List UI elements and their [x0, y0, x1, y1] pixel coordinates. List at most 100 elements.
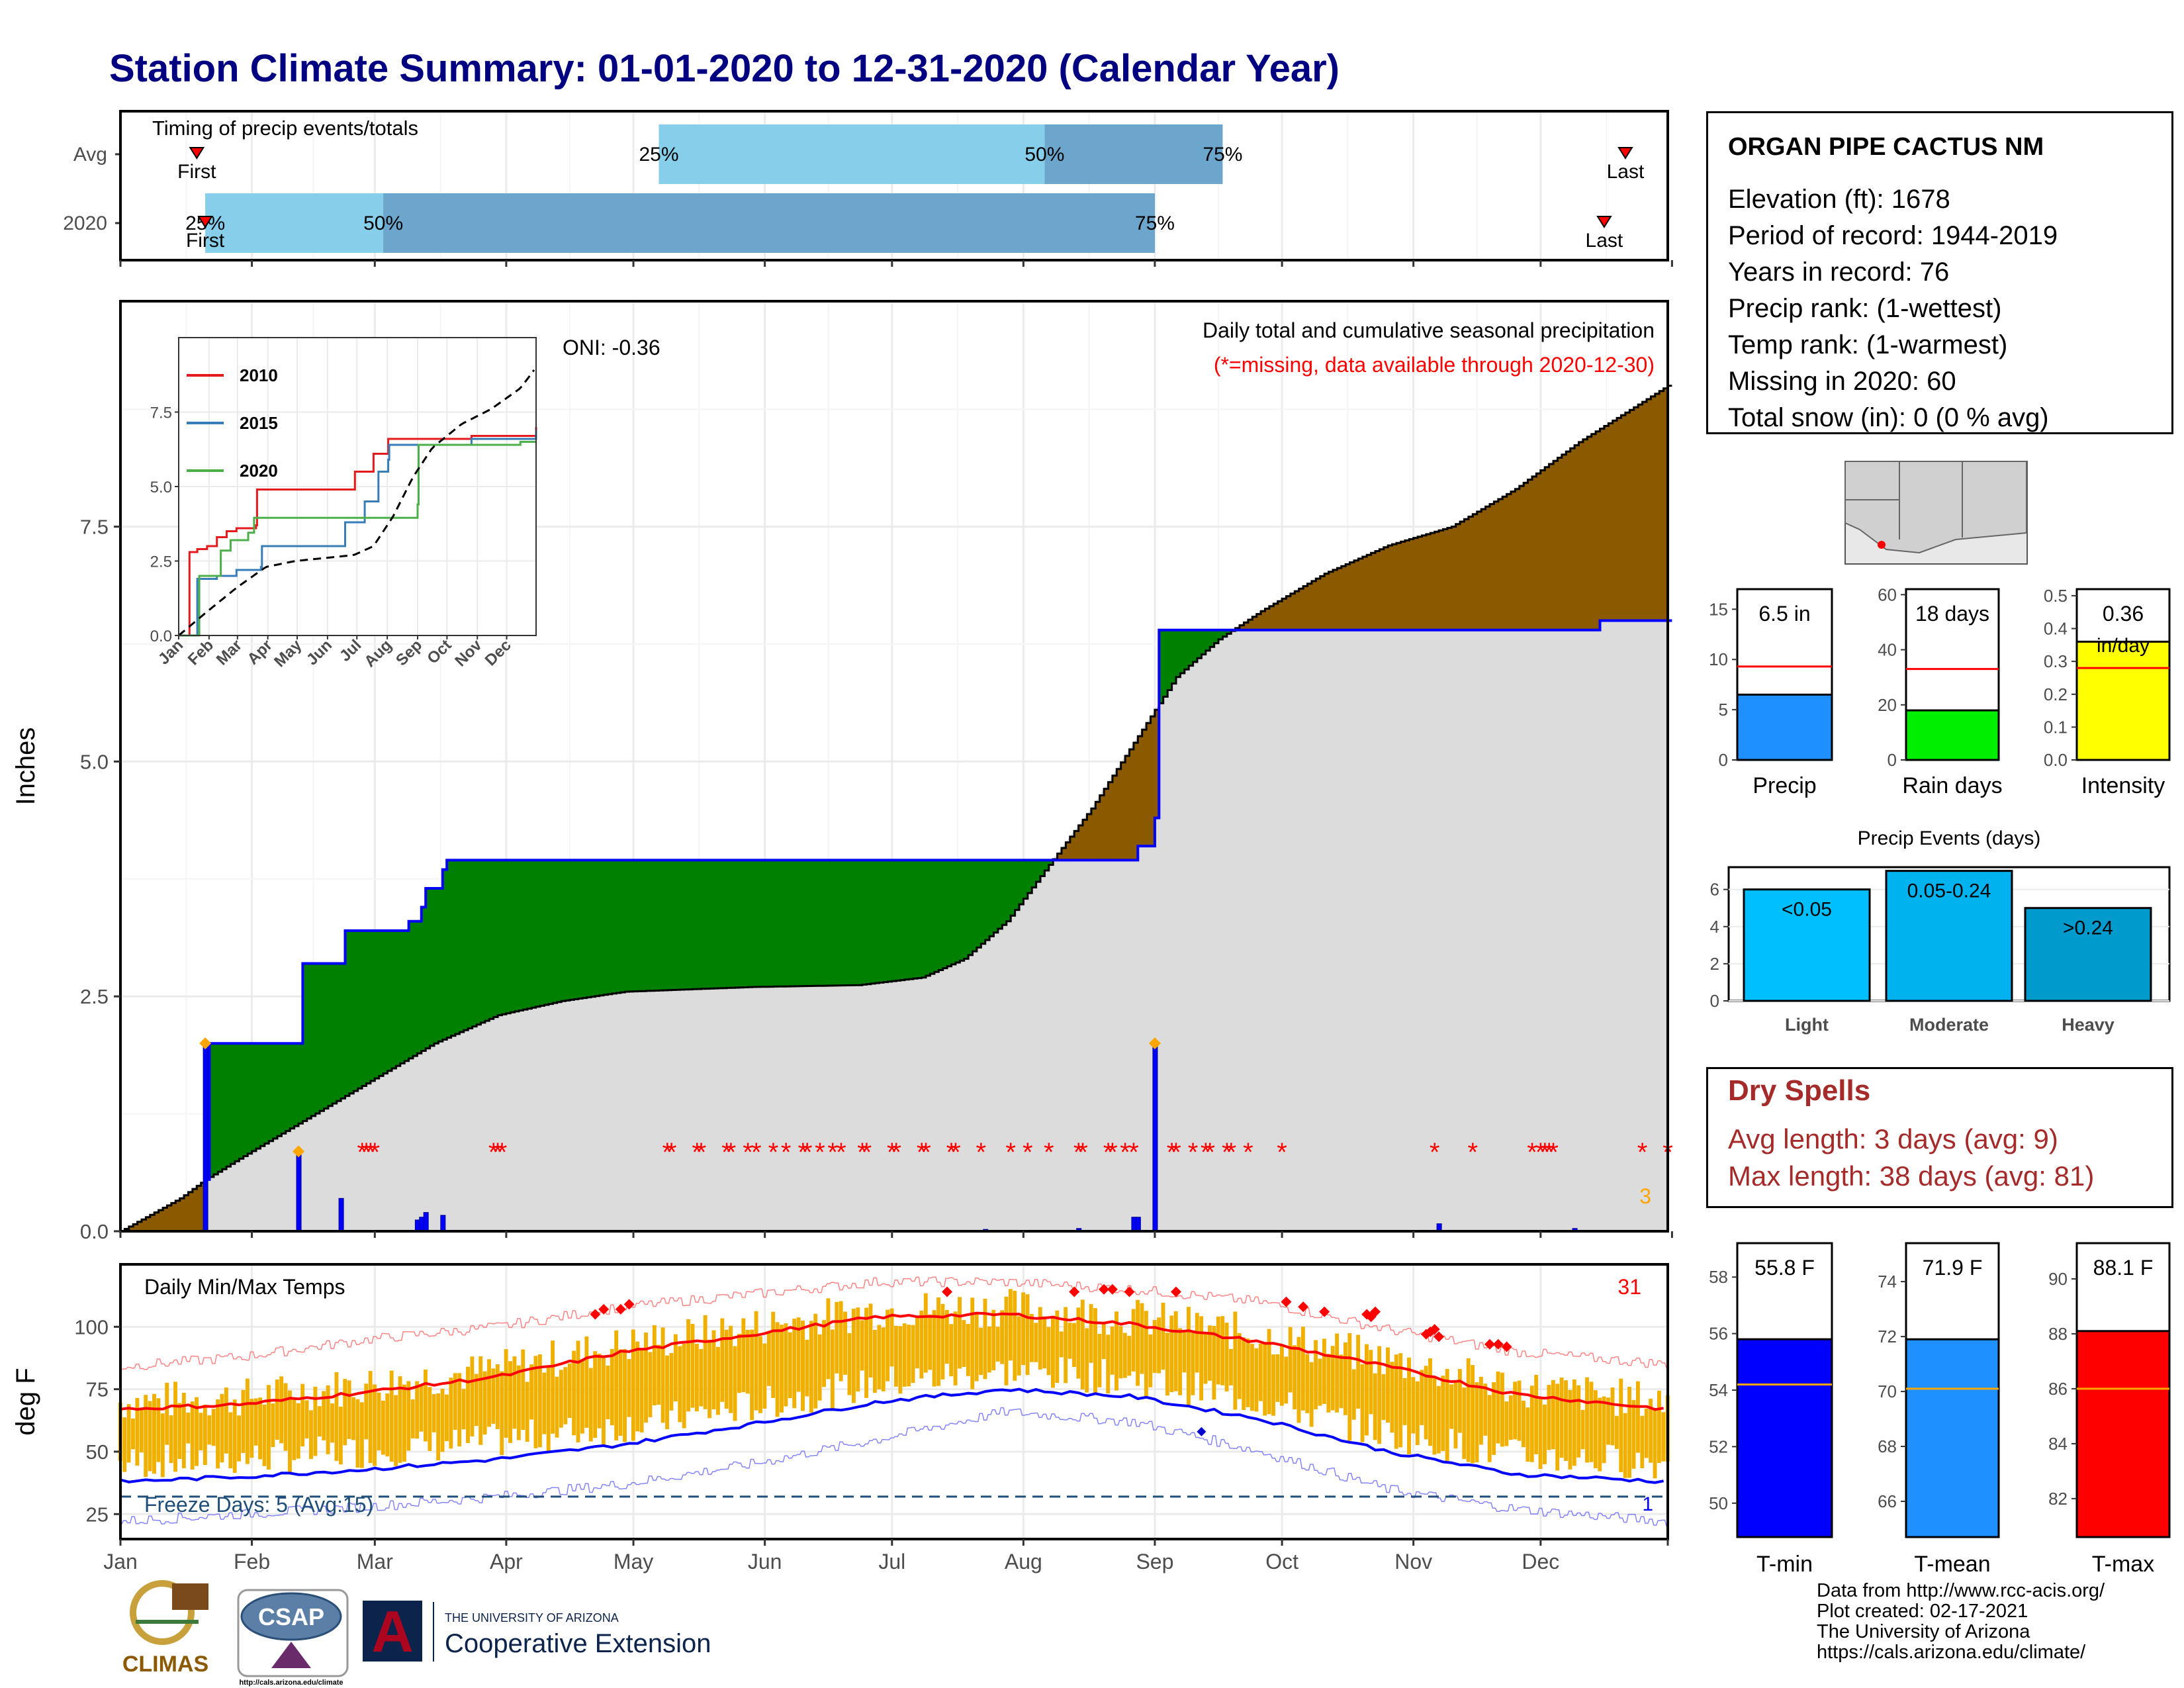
departure-segment [1464, 519, 1469, 630]
daily-temp-range-bar [1254, 1348, 1259, 1412]
daily-temp-range-bar [1492, 1382, 1496, 1455]
timing-p50-label: 50% [363, 212, 403, 234]
departure-segment [705, 860, 711, 989]
daily-temp-range-bar [1203, 1333, 1208, 1384]
departure-segment [1032, 860, 1037, 888]
daily-temp-range-bar [851, 1308, 856, 1403]
missing-day-marker: * [370, 1138, 381, 1167]
daily-temp-range-bar [326, 1385, 330, 1454]
departure-segment [1074, 831, 1079, 861]
departure-segment [993, 860, 999, 933]
departure-segment [858, 860, 863, 986]
summary-bar [2075, 640, 2171, 761]
daily-temp-range-bar [1339, 1354, 1343, 1409]
month-label: Jan [103, 1550, 138, 1573]
departure-segment [417, 921, 422, 1054]
missing-day-marker: * [1005, 1138, 1016, 1167]
departure-segment [175, 1200, 181, 1231]
daily-temp-range-bar [250, 1399, 254, 1458]
departure-segment [599, 860, 605, 996]
daily-temp-range-bar [1097, 1334, 1102, 1387]
departure-segment [968, 860, 974, 955]
csap-logo-text: CSAP [258, 1603, 324, 1630]
daily-temp-range-bar [563, 1367, 568, 1425]
departure-segment [1430, 533, 1435, 630]
departure-segment [412, 921, 418, 1056]
departure-segment [1002, 860, 1007, 925]
daily-temp-range-bar [1576, 1385, 1581, 1458]
departure-segment [1133, 743, 1139, 861]
departure-segment [1426, 534, 1432, 630]
departure-segment [1138, 736, 1143, 847]
departure-segment [370, 930, 376, 1081]
daily-temp-range-bar [1165, 1333, 1169, 1396]
departure-segment [1659, 391, 1664, 621]
departure-segment [1561, 454, 1567, 630]
departure-segment [1375, 551, 1381, 630]
daily-temp-range-bar [1093, 1308, 1097, 1393]
temperature-chart: Daily Min/Max Temps 31 Freeze Days: 5 (Avg… [11, 1263, 1670, 1573]
daily-temp-range-bar [1360, 1364, 1365, 1442]
daily-temp-range-bar [966, 1323, 970, 1376]
daily-temp-range-bar [1635, 1381, 1640, 1453]
departure-segment [1409, 539, 1414, 630]
departure-segment [671, 860, 676, 990]
daily-temp-range-bar [995, 1327, 1000, 1362]
daily-temp-range-bar [224, 1387, 228, 1454]
event-bar [1885, 870, 2013, 1002]
departure-segment [612, 860, 617, 994]
record-high-marker [1298, 1301, 1309, 1313]
daily-temp-range-bar [537, 1354, 542, 1448]
month-label: Sep [1136, 1550, 1173, 1573]
event-bar-label: <0.05 [1782, 899, 1832, 921]
normal-cumulative-line [120, 385, 1672, 1233]
departure-segment [480, 860, 486, 1023]
departure-segment [790, 860, 796, 986]
daily-temp-range-bar [1547, 1385, 1551, 1450]
record-high-marker [1124, 1286, 1135, 1297]
missing-day-marker: * [815, 1138, 825, 1167]
departure-segment [1040, 860, 1046, 876]
departure-segment [324, 963, 329, 1109]
y-tick-label: 75 [86, 1378, 109, 1401]
timing-title: Timing of precip events/totals [152, 117, 418, 140]
daily-temp-range-bar [1538, 1397, 1543, 1470]
month-label: May [614, 1550, 653, 1573]
departure-segment [273, 1043, 278, 1139]
departure-segment [557, 860, 562, 1002]
departure-segment [1087, 814, 1092, 861]
departure-segment [1510, 491, 1516, 630]
departure-segment [900, 860, 905, 980]
departure-segment [1353, 560, 1359, 630]
departure-segment [1205, 630, 1211, 651]
daily-temp-range-bar [1330, 1346, 1335, 1411]
daily-temp-range-bar [288, 1390, 292, 1472]
daily-temp-range-bar [1356, 1335, 1361, 1409]
departure-segment [1129, 749, 1134, 861]
ua-logo-small-text: THE UNIVERSITY OF ARIZONA [445, 1611, 619, 1624]
daily-temp-range-bar [648, 1352, 653, 1417]
departure-segment [1066, 842, 1071, 861]
departure-segment [1298, 588, 1304, 630]
departure-segment [849, 860, 854, 986]
daily-temp-range-bar [784, 1323, 788, 1407]
departure-segment [1617, 418, 1622, 621]
dry-spells-title: Dry Spells [1728, 1074, 1871, 1107]
departure-segment [1574, 445, 1580, 630]
departure-segment [188, 1192, 193, 1231]
departure-segment [637, 860, 643, 992]
departure-segment [569, 860, 575, 1000]
summary-y-tick: 86 [2048, 1379, 2068, 1399]
missing-day-marker: * [1188, 1138, 1199, 1167]
departure-segment [870, 860, 876, 984]
daily-temp-range-bar [780, 1325, 784, 1413]
summary-category-label: Rain days [1902, 773, 2002, 798]
departure-segment [1468, 516, 1474, 630]
missing-day-marker: * [696, 1138, 707, 1167]
departure-segment [1057, 853, 1062, 861]
missing-day-marker: * [768, 1138, 779, 1167]
dry-spells-avg: Avg length: 3 days (avg: 9) [1728, 1123, 2058, 1154]
departure-segment [1439, 530, 1444, 630]
daily-temp-range-bar [1322, 1338, 1326, 1404]
